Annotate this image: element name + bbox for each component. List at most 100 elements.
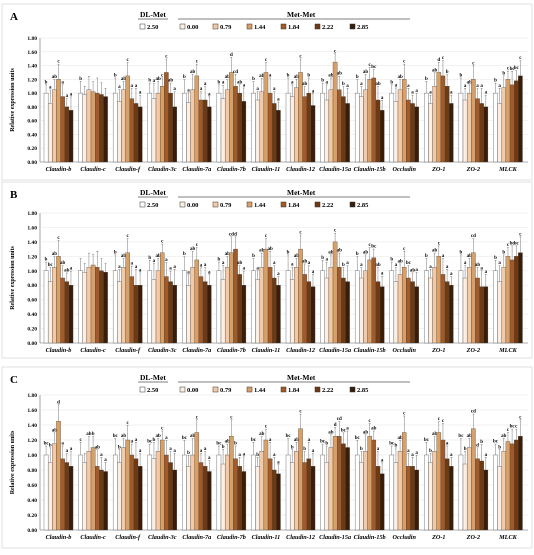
panel-c-sig-letter-1-3: b <box>92 432 95 437</box>
panel-c-sig-letter-9-3: c <box>369 419 372 424</box>
panel-c-sig-letter-4-4: a <box>200 449 203 454</box>
panel-a-ylabel: Relative expression units <box>10 68 16 132</box>
panel-c-bar-7-4 <box>302 462 307 531</box>
panel-c-legend-swatch-1 <box>179 386 186 393</box>
panel-c-sig-letter-5-2: ab <box>225 440 231 445</box>
panel-b-sig-letter-4-3: c <box>196 243 199 248</box>
panel-a-sig-letter-2-6: a <box>139 91 142 96</box>
panel-c-sig-letter-9-1: b <box>360 447 363 452</box>
panel-b-category-11: ZO-1 <box>431 347 445 354</box>
panel-a-bar-1-6 <box>103 96 108 163</box>
panel-b-sig-letter-0-1: bc <box>48 263 54 268</box>
panel-a-bar-13-6 <box>518 75 523 163</box>
panel-b-legend-label-0: 2.50 <box>147 202 158 209</box>
panel-a-sig-letter-9-3: c <box>369 63 372 68</box>
panel-a-bar-10-1 <box>393 101 399 163</box>
panel-b-sig-letter-12-6: a <box>485 270 488 275</box>
panel-b-sig-letter-6-2: ab <box>259 249 265 254</box>
panel-b-category-1: Claudin-c <box>80 347 106 354</box>
panel-c-sig-letter-7-0: bc <box>286 434 292 439</box>
panel-b-bar-11-5 <box>444 281 450 344</box>
panel-a-bar-3-4 <box>164 72 169 163</box>
panel-b-bar-6-4 <box>267 266 273 344</box>
panel-c-sig-letter-10-4: a <box>407 449 410 454</box>
panel-c-ytick-0: 0.00 <box>27 528 37 534</box>
panel-b-bar-8-6 <box>345 281 350 344</box>
panel-a-bar-0-1 <box>47 103 53 163</box>
panel-a-sig-letter-2-3: c <box>127 58 130 63</box>
panel-c-sig-letter-4-5: a <box>204 447 207 452</box>
panel-c-sig-letter-9-0: bc <box>355 436 361 441</box>
panel-a-sig-letter-8-5: b <box>342 82 345 87</box>
panel-a-ytick-1: 0.20 <box>27 146 37 152</box>
panel-b-bar-5-1 <box>220 279 226 344</box>
panel-a-bar-5-5 <box>237 92 242 163</box>
panel-c-bar-5-5 <box>237 466 242 531</box>
panel-c-label: C <box>10 374 18 386</box>
panel-a-bar-9-5 <box>375 99 381 163</box>
panel-c-sig-letter-6-6: a <box>277 460 280 465</box>
panel-a-sig-letter-10-2: ab <box>397 75 403 80</box>
panel-b-sig-letter-13-3: c <box>507 243 510 248</box>
panel-c-sig-letter-4-3: c <box>196 415 199 420</box>
panel-a-ytick-8: 1.60 <box>27 50 37 56</box>
panel-b-category-9: Claudin-15b <box>354 347 386 354</box>
panel-c-bar-7-2 <box>294 451 299 531</box>
panel-c-sig-letter-5-1: b <box>222 445 225 450</box>
panel-a-sig-letter-2-5: a <box>135 84 138 89</box>
panel-c-legend-swatch-2 <box>212 386 219 393</box>
panel-b-sig-letter-11-0: b <box>425 254 428 259</box>
panel-c-ytick-9: 1.80 <box>27 393 37 399</box>
panel-c-sig-letter-7-1: b <box>291 445 294 450</box>
panel-a-sig-letter-5-2: ab <box>225 75 231 80</box>
panel-b-frame <box>1 181 533 359</box>
panel-c-sig-letter-6-2: ab <box>259 432 265 437</box>
panel-c-legend-label-6: 2.85 <box>357 387 369 394</box>
panel-c-bar-2-5 <box>133 458 139 531</box>
panel-b-category-6: Claudin-11 <box>252 347 281 354</box>
panel-a-bar-11-0 <box>424 92 429 163</box>
panel-b-sig-letter-10-3: c <box>403 247 406 252</box>
panel-b-sig-letter-6-1: a <box>256 266 259 271</box>
panel-a-sig-letter-13-6: c <box>519 56 522 61</box>
panel-a-category-12: ZO-2 <box>466 166 480 173</box>
panel-a-sig-letter-11-6: a <box>450 91 453 96</box>
panel-b-bar-0-0 <box>43 270 49 344</box>
panel-a-ytick-9: 1.80 <box>27 36 37 42</box>
panel-b-sig-letter-2-3: c <box>127 234 130 239</box>
panel-c-category-1: Claudin-c <box>80 534 106 541</box>
panel-b-sig-letter-10-5: ab <box>410 268 416 273</box>
panel-a-sig-letter-8-2: ab <box>328 73 334 78</box>
panel-b-sig-letter-12-4: ab <box>475 263 481 268</box>
panel-c-bar-7-1 <box>289 462 295 531</box>
panel-b-bar-6-0 <box>251 270 256 344</box>
panel-c-sig-letter-7-3: c <box>299 410 302 415</box>
panel-c-bar-2-1 <box>117 462 122 531</box>
panel-b-sig-letter-8-0: b <box>321 256 324 261</box>
panel-c-bar-1-4 <box>94 466 100 531</box>
panel-b-sig-letter-11-5: a <box>446 265 449 270</box>
panel-c-sig-letter-10-2: ab <box>397 436 403 441</box>
panel-a-bar-3-6 <box>172 106 177 163</box>
panel-b-sig-letter-4-0: b <box>183 252 186 257</box>
panel-a-bar-12-4 <box>475 98 480 163</box>
panel-c-bar-11-0 <box>424 454 429 531</box>
panel-b-legend-swatch-4 <box>280 201 287 208</box>
panel-b-ytick-1: 0.20 <box>27 327 37 333</box>
panel-b-sig-letter-0-2: ab <box>52 252 58 257</box>
panel-b-bar-13-4 <box>509 259 515 344</box>
panel-b-sig-letter-7-0: b <box>287 250 290 255</box>
panel-c-sig-letter-8-0: bc <box>320 440 326 445</box>
panel-b-bar-2-2 <box>121 266 126 344</box>
panel-b-bar-6-6 <box>276 285 281 344</box>
panel-c-bar-5-3 <box>229 436 234 531</box>
panel-b-sig-letter-13-5: bc <box>514 241 520 246</box>
panel-c-bar-7-6 <box>310 466 316 531</box>
panel-c-bar-1-5 <box>99 469 104 531</box>
panel-c-bar-10-4 <box>406 466 411 531</box>
panel-c-sig-letter-2-0: bc <box>113 434 119 439</box>
panel-c-category-11: ZO-1 <box>431 534 445 541</box>
panel-b-bar-12-1 <box>462 277 468 344</box>
panel-b-bar-2-5 <box>133 285 139 344</box>
panel-b-bar-6-5 <box>271 277 277 344</box>
